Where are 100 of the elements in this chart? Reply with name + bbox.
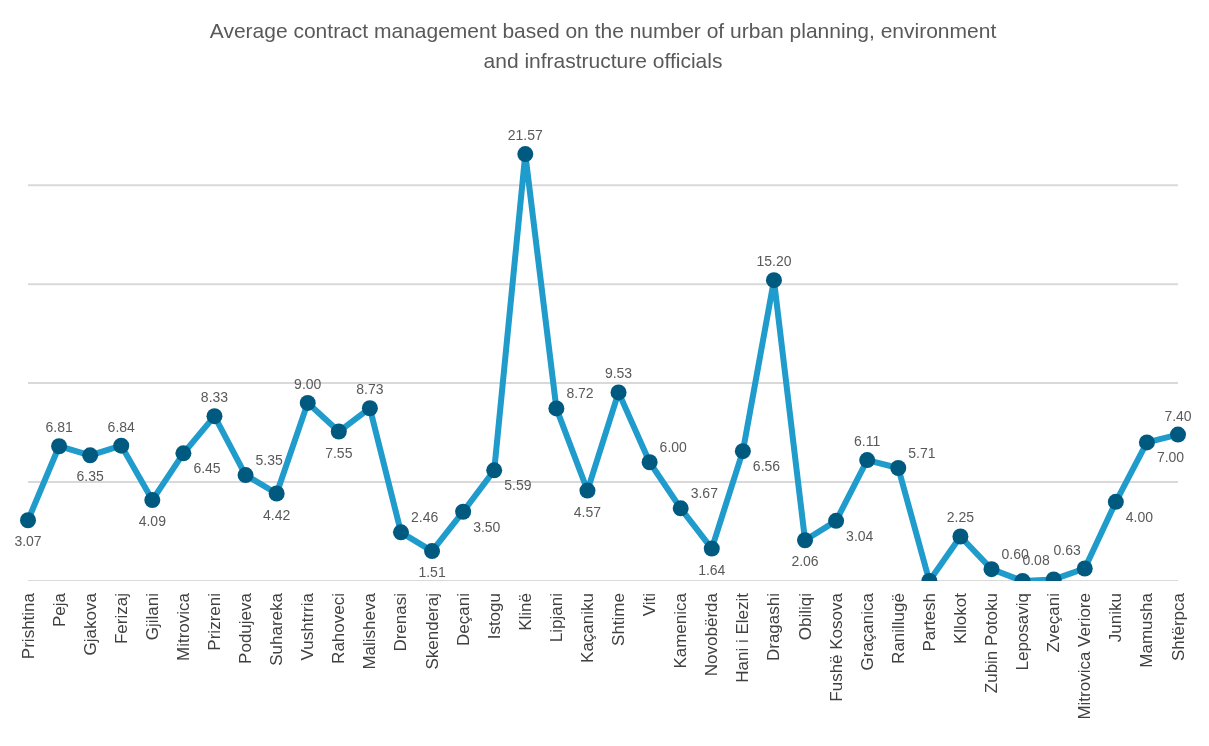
x-tick-label: Novobërda	[702, 592, 722, 677]
point	[1107, 493, 1124, 510]
data-label: 4.00	[1125, 508, 1154, 525]
point	[51, 438, 68, 455]
point	[330, 423, 347, 440]
x-tick-label: Obiliqi	[795, 593, 815, 641]
data-label: 6.35	[76, 468, 104, 485]
point	[952, 528, 969, 545]
x-tick-label: Viti	[640, 593, 660, 617]
x-tick-label: Deçani	[453, 593, 473, 646]
x-tick-label: Rahoveci	[329, 593, 349, 664]
data-label: 3.07	[14, 533, 42, 550]
point	[517, 146, 534, 163]
data-label: 4.42	[263, 506, 291, 523]
point	[734, 443, 751, 460]
data-label: 3.50	[473, 518, 501, 535]
x-tick-label: Klinë	[515, 593, 535, 631]
x-tick-label: Kamenica	[671, 592, 691, 669]
data-label: 1.64	[698, 561, 726, 578]
x-tick-label: Zubin Potoku	[982, 593, 1002, 694]
point	[859, 452, 876, 469]
point	[361, 400, 378, 417]
data-label: 5.71	[908, 444, 936, 461]
x-tick-label: Lipjani	[546, 593, 566, 643]
point	[237, 467, 254, 484]
data-label: 6.56	[752, 458, 781, 475]
x-tick-label: Istogu	[484, 593, 504, 640]
data-label: 6.00	[659, 439, 688, 456]
x-tick-label: Partesh	[919, 593, 939, 652]
x-tick-label: Juniku	[1106, 593, 1126, 643]
point	[890, 459, 907, 476]
x-tick-label: Graçanica	[857, 592, 877, 671]
x-tick-label: Kaçaniku	[577, 593, 597, 663]
x-tick-label: Drenasi	[391, 593, 411, 652]
data-label: 3.67	[690, 485, 719, 502]
data-label: 5.35	[255, 452, 284, 469]
point	[20, 512, 36, 529]
point	[268, 485, 285, 502]
point	[828, 512, 845, 529]
point	[1076, 560, 1093, 577]
x-tick-label: Hani i Elezit	[733, 592, 753, 683]
data-label: 3.04	[846, 527, 874, 544]
data-label: 1.51	[418, 564, 446, 581]
x-tick-label: Ranillugë	[888, 593, 908, 664]
point	[610, 384, 627, 401]
chart-title: Average contract management based on the number of urban planning, environment and infrastructure officials	[208, 18, 998, 74]
point	[672, 500, 689, 517]
data-label: 15.20	[756, 253, 792, 270]
data-label: 7.55	[325, 444, 353, 461]
data-label: 5.59	[504, 477, 532, 494]
point	[392, 524, 409, 541]
point	[548, 400, 565, 417]
point	[1138, 434, 1155, 451]
x-tick-label: Mamusha	[1137, 592, 1157, 668]
x-tick-label: Zveçani	[1044, 593, 1064, 653]
point	[299, 394, 316, 411]
x-tick-label: Leposaviq	[1013, 593, 1033, 671]
data-label: 8.33	[200, 389, 229, 406]
data-label: 9.53	[604, 365, 633, 382]
x-tick-label: Shtime	[609, 593, 629, 646]
x-tick-label: Prizreni	[204, 593, 224, 651]
data-label: 6.84	[107, 418, 136, 435]
data-label: 0.63	[1053, 541, 1081, 558]
x-tick-label: Skenderaj	[422, 593, 442, 670]
x-tick-label: Dragashi	[764, 593, 784, 662]
point	[486, 462, 503, 479]
point	[455, 503, 472, 520]
point	[144, 492, 161, 509]
x-tick-label: Malisheva	[360, 592, 380, 670]
x-tick-label: Gjakova	[80, 592, 100, 656]
data-label: 4.57	[573, 503, 602, 520]
point	[82, 447, 99, 464]
data-label: 2.46	[410, 509, 439, 526]
x-tick-label: Shtërpca	[1168, 592, 1188, 662]
data-label: 2.25	[946, 509, 975, 526]
x-tick-label: Mitrovica Veriore	[1075, 593, 1095, 720]
point	[113, 437, 130, 454]
x-tick-label: Suhareka	[267, 592, 287, 666]
data-label: 8.72	[566, 385, 594, 402]
point	[797, 532, 814, 549]
point	[206, 408, 223, 425]
x-tick-label: Vushtrria	[298, 592, 318, 661]
data-label: 4.09	[138, 513, 167, 530]
point	[765, 272, 782, 289]
x-tick-label: Prishtina	[18, 592, 38, 660]
data-label: 7.00	[1156, 449, 1185, 466]
data-label: 2.06	[791, 553, 819, 570]
data-label: 6.45	[193, 460, 221, 477]
data-label: 9.00	[294, 375, 322, 392]
data-label: 21.57	[507, 127, 544, 144]
data-label: 7.40	[1164, 407, 1192, 424]
point	[641, 454, 658, 471]
x-tick-label: Mitrovica	[173, 592, 193, 662]
x-tick-label: Kllokot	[950, 592, 970, 645]
x-tick-label: Podujeva	[236, 592, 256, 664]
point	[1170, 426, 1186, 443]
x-tick-label: Peja	[49, 592, 69, 628]
x-tick-label: Gjilani	[142, 593, 162, 641]
data-label: 8.73	[356, 381, 384, 398]
point	[983, 561, 1000, 578]
